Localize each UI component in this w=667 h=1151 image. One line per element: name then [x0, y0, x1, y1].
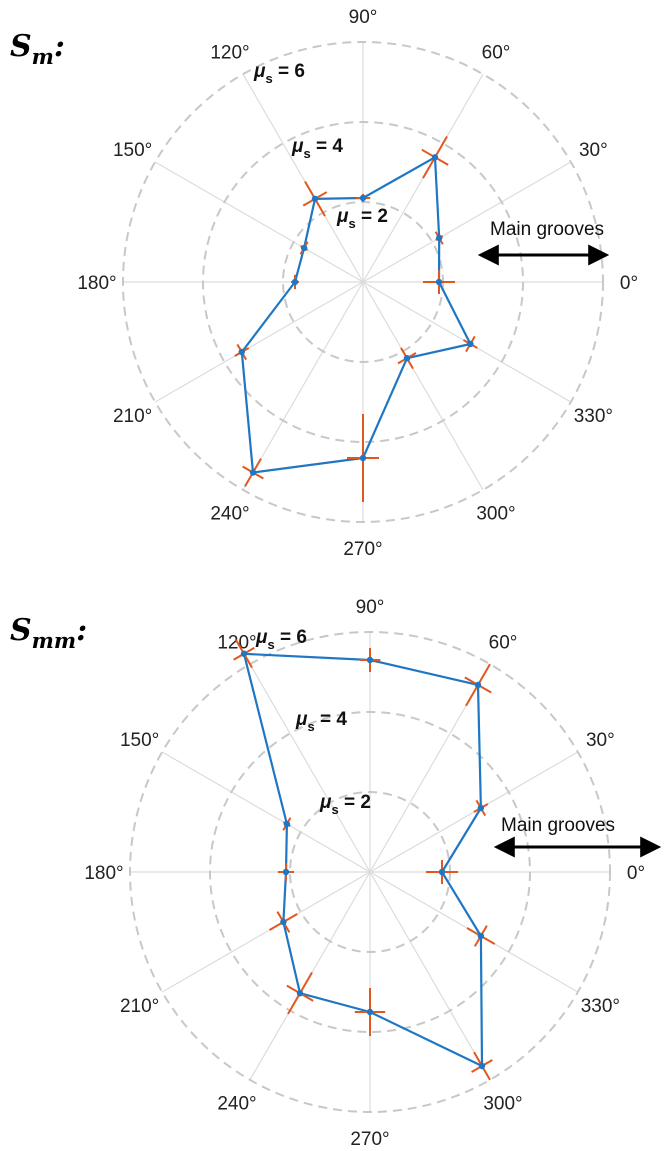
panel-title: Smm:	[10, 613, 87, 653]
data-point-90	[359, 194, 367, 202]
data-point-300	[403, 355, 411, 362]
angle-label-240: 240°	[217, 1093, 256, 1114]
data-point-150	[300, 244, 308, 252]
main-grooves-label: Main grooves	[501, 815, 615, 836]
data-point-210	[238, 348, 245, 356]
angle-label-150: 150°	[120, 730, 159, 751]
angle-label-330: 330°	[581, 996, 620, 1017]
angle-label-180: 180°	[77, 273, 116, 294]
spoke-300	[369, 871, 491, 1081]
spoke-120	[249, 663, 371, 873]
angle-label-210: 210°	[120, 996, 159, 1017]
angle-label-60: 60°	[482, 43, 511, 64]
angle-label-270: 270°	[350, 1129, 389, 1150]
data-point-90	[366, 656, 374, 664]
ring-label-2: μs = 2	[319, 792, 371, 817]
data-point-60	[474, 681, 482, 689]
angle-label-90: 90°	[356, 597, 385, 618]
angle-label-270: 270°	[343, 539, 382, 560]
spoke-120	[242, 73, 364, 283]
ring-label-6: μs = 6	[255, 627, 307, 652]
main-grooves-label: Main grooves	[490, 219, 604, 240]
ring-label-2: μs = 2	[336, 206, 388, 231]
spoke-210	[154, 281, 364, 403]
angle-label-0: 0°	[620, 273, 638, 294]
ring-label-4: μs = 4	[291, 136, 343, 161]
ring-label-6: μs = 6	[253, 61, 305, 86]
data-point-270	[366, 1008, 374, 1016]
angle-label-150: 150°	[113, 140, 152, 161]
data-point-60	[431, 154, 439, 161]
angle-label-330: 330°	[574, 406, 613, 427]
ring-6	[129, 631, 611, 1113]
spoke-210	[161, 871, 371, 993]
angle-label-300: 300°	[476, 503, 515, 524]
spoke-240	[242, 281, 364, 491]
data-point-270	[359, 454, 367, 462]
data-point-120	[311, 195, 319, 203]
data-point-0	[438, 868, 446, 876]
data-point-330	[477, 932, 485, 940]
data-point-330	[467, 340, 474, 348]
data-point-210	[280, 918, 287, 926]
ring-label-4: μs = 4	[295, 709, 347, 734]
data-point-30	[436, 234, 443, 242]
data-point-300	[478, 1062, 486, 1070]
angle-label-120: 120°	[210, 43, 249, 64]
angle-label-30: 30°	[579, 140, 608, 161]
data-point-150	[283, 820, 291, 828]
data-point-240	[249, 469, 257, 476]
angle-label-210: 210°	[113, 406, 152, 427]
ring-4	[209, 711, 531, 1033]
data-point-180	[291, 278, 299, 286]
angle-label-60: 60°	[489, 633, 518, 654]
spoke-150	[161, 751, 371, 873]
angle-label-0: 0°	[627, 863, 645, 884]
angle-label-300: 300°	[483, 1093, 522, 1114]
angle-label-30: 30°	[586, 730, 615, 751]
ring-4	[202, 121, 524, 443]
data-point-120	[240, 650, 248, 657]
data-point-30	[477, 804, 485, 812]
spoke-30	[362, 161, 572, 283]
data-point-180	[282, 868, 290, 876]
panel-title: Sm:	[10, 29, 65, 69]
angle-label-180: 180°	[84, 863, 123, 884]
spoke-300	[362, 281, 484, 491]
data-point-240	[296, 990, 304, 997]
spoke-150	[154, 161, 364, 283]
ring-6	[122, 41, 604, 523]
polar-panel-sm: 0° 30° 60° 90° 120° 150° 180° 210° 240° 270° 300° 3…	[10, 7, 638, 560]
angle-label-240: 240°	[210, 503, 249, 524]
angle-label-90: 90°	[349, 7, 378, 28]
data-point-0	[435, 278, 443, 286]
polar-panel-smm: 0°30°60°90°120°150°180°210°240°270°300°3…	[10, 597, 662, 1150]
